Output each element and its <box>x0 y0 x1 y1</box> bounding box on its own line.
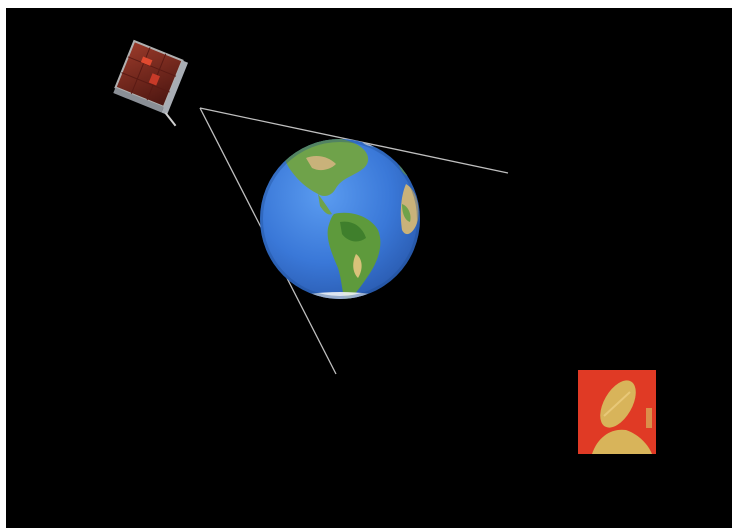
cubesat-icon <box>113 39 189 127</box>
space-scene <box>6 8 732 528</box>
scene-canvas <box>113 39 656 454</box>
satellite-dish-icon <box>578 370 656 454</box>
earth-globe-icon <box>260 139 420 299</box>
